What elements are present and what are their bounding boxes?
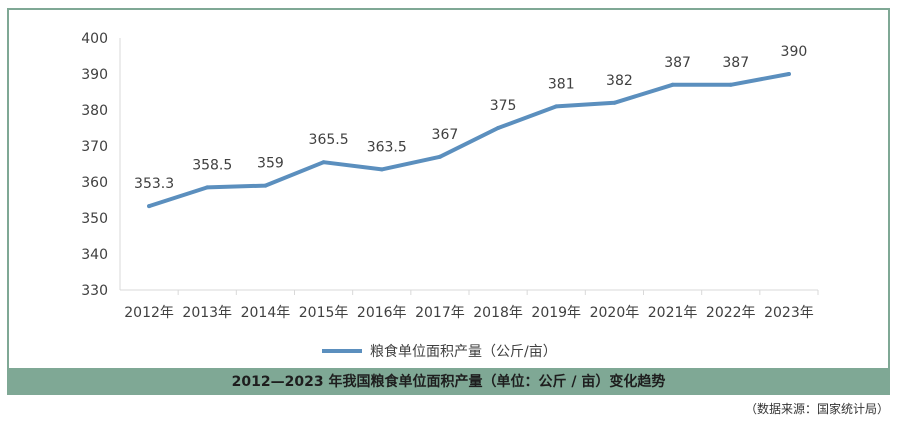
data-label: 363.5	[367, 139, 407, 155]
x-tick-label: 2013年	[182, 305, 232, 321]
y-tick-label: 380	[81, 103, 108, 119]
data-label: 358.5	[192, 157, 232, 173]
y-tick-label: 390	[81, 67, 108, 83]
x-tick-label: 2022年	[706, 305, 756, 321]
y-tick-labels: 330 340 350 360 370 380 390 400	[81, 31, 108, 299]
x-tick-label: 2021年	[648, 305, 698, 321]
data-point	[554, 104, 559, 109]
y-tick-label: 360	[81, 175, 108, 191]
source-note: （数据来源：国家统计局）	[744, 402, 889, 416]
y-tick-label: 350	[81, 211, 108, 227]
data-label: 353.3	[134, 176, 174, 192]
data-label: 365.5	[309, 132, 349, 148]
x-tick-label: 2014年	[241, 305, 291, 321]
x-tick-label: 2012年	[124, 305, 174, 321]
data-point	[670, 82, 675, 87]
chart-title: 2012—2023 年我国粮食单位面积产量（单位：公斤 / 亩）变化趋势	[7, 370, 890, 395]
data-point	[379, 167, 384, 172]
data-point	[437, 154, 442, 159]
legend-label: 粮食单位面积产量（公斤/亩）	[370, 343, 557, 360]
data-point	[496, 126, 501, 130]
x-tick-label: 2015年	[299, 305, 349, 321]
data-point	[612, 100, 617, 105]
y-tick-label: 370	[81, 139, 108, 155]
x-tick-label: 2023年	[764, 305, 814, 321]
series-line	[147, 72, 791, 209]
data-point	[147, 204, 152, 209]
data-point	[263, 183, 268, 188]
data-labels: 353.3 358.5 359 365.5 363.5 367 375 381 382 387 38…	[134, 44, 807, 192]
data-label: 387	[664, 55, 691, 71]
x-tick-label: 2018年	[473, 305, 523, 321]
y-tick-label: 330	[81, 283, 108, 299]
x-tick-label: 2019年	[531, 305, 581, 321]
data-point	[728, 82, 733, 87]
y-tick-label: 400	[81, 31, 108, 47]
x-tick-label: 2020年	[590, 305, 640, 321]
data-label: 390	[781, 44, 808, 60]
x-tick-label: 2017年	[415, 305, 465, 321]
data-label: 382	[606, 73, 633, 89]
data-point	[205, 185, 210, 190]
x-tick-label: 2016年	[357, 305, 407, 321]
data-points	[147, 72, 791, 209]
axes	[119, 38, 819, 295]
data-label: 359	[257, 156, 284, 172]
data-label: 367	[432, 127, 459, 143]
data-point	[321, 160, 326, 165]
x-tick-labels: 2012年 2013年 2014年 2015年 2016年 2017年 2018年 2019年…	[124, 305, 813, 321]
data-label: 375	[490, 98, 517, 114]
chart-frame	[7, 8, 890, 370]
legend: 粮食单位面积产量（公斤/亩）	[322, 343, 557, 360]
y-tick-label: 340	[81, 247, 108, 263]
data-point	[786, 72, 791, 76]
data-label: 387	[722, 55, 749, 71]
line-chart: 330 340 350 360 370 380 390 400 2012年 2013年 2014年…	[81, 31, 819, 360]
data-label: 381	[548, 76, 575, 92]
